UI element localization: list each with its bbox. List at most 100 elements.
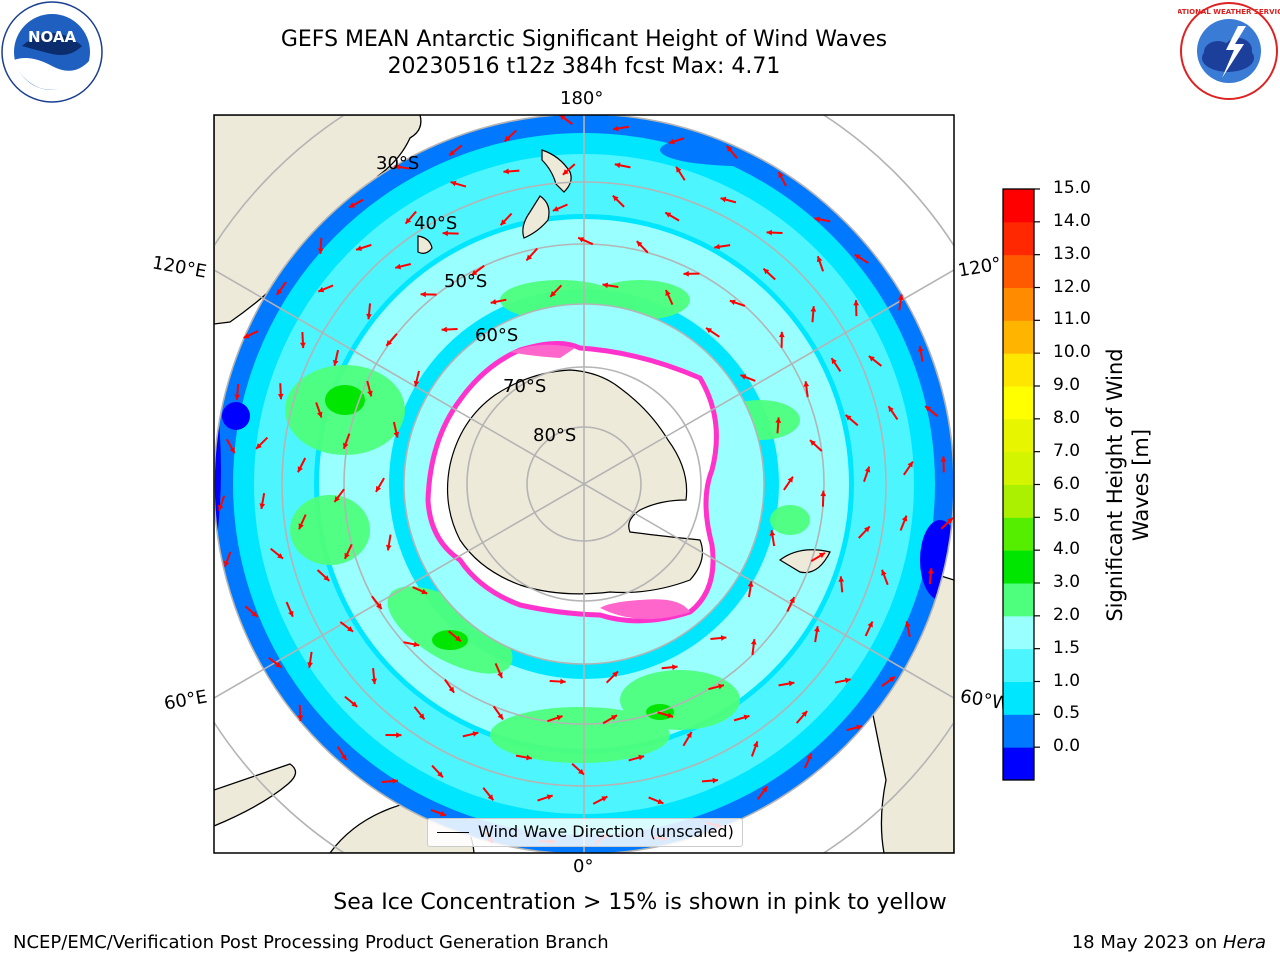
wind-arrow-head [375,485,382,492]
wind-arrow-head [665,212,672,218]
nws-logo: NATIONAL WEATHER SERVICE [1178,2,1280,100]
map-legend: Wind Wave Direction (unscaled) [427,818,743,847]
wind-arrow-head [612,195,619,202]
wind-arrow-head [927,568,934,574]
wind-arrows [217,115,954,845]
colorbar-tick-label: 9.0 [1053,375,1081,395]
legend-line-swatch [437,832,469,833]
wind-arrow-head [788,680,795,687]
wind-arrow-head [526,754,532,761]
wind-arrow-head [720,635,727,641]
wind-arrow-head [665,289,671,296]
footer-machine: Hera [1222,932,1266,953]
colorbar-swatch [1003,714,1034,748]
wind-arrow-head [775,417,782,423]
wind-arrow-head [801,711,808,717]
wind-arrow-head [720,196,727,203]
lat-label-60s: 60°S [475,325,518,346]
colorbar [1002,188,1040,781]
wind-arrow-head [356,245,363,251]
lat-label-30s: 30°S [376,153,419,174]
colorbar-tick-label: 4.0 [1053,539,1081,560]
wind-arrow-head [816,256,823,263]
wind-arrow-head [546,794,553,800]
wind-arrow-head [761,786,768,793]
colorbar-swatch [1003,353,1034,387]
colorbar-tick-label: 10.0 [1053,342,1091,363]
colorbar-swatch [1003,517,1034,551]
wind-arrow-head [578,768,584,775]
wind-arrow-head [854,254,861,260]
wind-arrow-head [752,741,759,748]
wind-arrow-head [864,526,870,533]
colorbar-label: Significant Height of Wind Waves [m] [1102,325,1154,645]
legend-label: Wind Wave Direction (unscaled) [478,822,734,841]
wind-arrow-head [500,219,507,226]
wind-arrow-head [277,393,284,400]
wind-arrow-head [497,672,503,679]
colorbar-swatch [1003,648,1034,682]
wind-arrow-head [740,374,747,380]
colorbar-tick-label: 7.0 [1053,440,1081,461]
wind-arrow-head [334,496,340,503]
colorbar-swatch [1003,221,1034,256]
colorbar-swatch [1003,254,1034,288]
wind-arrow-head [901,515,908,522]
wind-arrow-head [503,168,509,175]
wind-arrow-head [371,678,377,685]
wind-arrow-head [743,714,750,721]
wind-arrow-head [243,333,250,339]
colorbar-label-line1: Significant Height of Wind [1103,348,1127,622]
colorbar-tick-label: 0.0 [1053,736,1081,757]
wind-arrow-head [277,553,284,559]
colorbar-tick-label: 14.0 [1053,210,1091,231]
wind-arrow-head [907,461,913,468]
colorbar-tick-label: 3.0 [1053,572,1081,592]
wind-arrow-head [413,380,420,387]
noaa-logo-text: NOAA [28,28,77,46]
antarctica [446,369,703,595]
wind-arrow-head [318,286,325,293]
wind-arrow-head [718,683,724,690]
wind-arrow-head [947,517,953,524]
wind-arrow-head [714,243,720,250]
wind-arrow-head [925,406,932,412]
wind-arrow-head [396,732,402,738]
wind-arrow-head [810,440,816,446]
wind-arrow-head [917,345,924,352]
wind-arrow-head [217,504,224,511]
colorbar-swatch [1003,747,1034,781]
colorbar-tick-label: 11.0 [1053,309,1091,330]
graticule [214,115,954,853]
wind-arrow-head [667,712,674,719]
wind-arrow-head [864,466,871,473]
wind-arrow-head [820,490,827,497]
colorbar-tick-label: 2.0 [1053,604,1081,625]
wind-arrow-head [344,552,350,559]
colorbar-tick-label: 12.0 [1053,276,1091,297]
noaa-logo: NOAA [1,1,103,103]
wind-arrow-head [349,202,356,208]
wind-arrow-head [367,390,373,397]
wind-arrow-head [526,254,533,261]
wind-arrow-head [276,289,283,295]
colorbar-swatch [1003,320,1034,354]
wind-arrow-head [234,394,241,400]
wind-arrow-head [602,282,609,289]
wind-arrow-head [712,777,719,784]
wind-arrow-head [392,778,398,784]
wind-arrow-head [778,171,784,178]
colorbar-swatch [1003,189,1034,223]
wind-arrow-head [838,576,845,582]
wind-arrow-head [810,306,817,312]
wind-arrow-head [750,639,757,645]
wind-arrow-head [638,754,645,761]
wind-arrow-head [614,162,621,169]
wind-arrow-head [472,731,479,737]
wind-arrow-head [578,237,585,243]
wind-arrow-head [442,230,448,237]
lat-label-80s: 80°S [533,425,576,446]
wind-arrow-head [686,732,692,739]
wind-arrow-head [307,662,313,668]
wind-arrow-head [497,713,504,720]
